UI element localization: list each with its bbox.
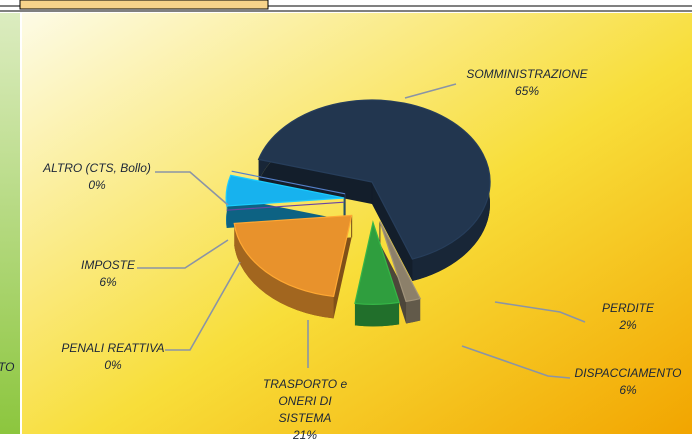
category-label: TRASPORTO e ONERI DI SISTEMA bbox=[262, 377, 348, 425]
data-label: ALTRO (CTS, Bollo) 0% bbox=[27, 160, 167, 194]
slice-side bbox=[234, 223, 334, 319]
data-label: PENALI REATTIVA 0% bbox=[43, 340, 183, 374]
slice bbox=[379, 221, 422, 303]
category-label: SOMMINISTRAZIONE bbox=[466, 67, 588, 81]
leader-line bbox=[137, 239, 229, 269]
leader-line bbox=[155, 171, 229, 206]
category-label: PERDITE bbox=[601, 301, 654, 315]
chart bbox=[0, 0, 692, 434]
data-label: SOMMINISTRAZIONE 65% bbox=[427, 66, 627, 100]
top-cell bbox=[19, 0, 269, 10]
leader-lines bbox=[137, 83, 586, 379]
slice bbox=[231, 170, 346, 195]
category-label: DISPACCIAMENTO bbox=[574, 366, 682, 380]
leader-line bbox=[165, 261, 241, 351]
data-label: IMPOSTE 6% bbox=[48, 257, 168, 291]
left-panel bbox=[0, 13, 20, 434]
leader-line bbox=[404, 83, 457, 99]
value-label: 0% bbox=[88, 178, 106, 192]
slice bbox=[354, 220, 400, 305]
category-label: ALTRO (CTS, Bollo) bbox=[43, 161, 151, 175]
plot-area bbox=[22, 13, 692, 434]
slice bbox=[225, 174, 345, 207]
value-label: 2% bbox=[619, 318, 637, 332]
value-label: 65% bbox=[514, 84, 540, 98]
slice bbox=[233, 214, 353, 298]
category-label: IMPOSTE bbox=[80, 258, 135, 272]
slice bbox=[226, 201, 345, 211]
slice bbox=[257, 99, 491, 260]
value-label: 21% bbox=[292, 428, 318, 442]
pie bbox=[225, 99, 491, 327]
side-text: TO bbox=[0, 360, 15, 374]
leader-line bbox=[461, 345, 571, 379]
slice-side bbox=[354, 302, 400, 327]
data-label: PERDITE 2% bbox=[578, 300, 678, 334]
slice-side bbox=[406, 298, 421, 324]
value-label: 6% bbox=[619, 383, 637, 397]
value-label: 6% bbox=[99, 275, 117, 289]
data-label: TRASPORTO e ONERI DI SISTEMA 21% bbox=[243, 376, 368, 444]
category-label: PENALI REATTIVA bbox=[61, 341, 165, 355]
value-label: 0% bbox=[104, 358, 122, 372]
data-label: DISPACCIAMENTO 6% bbox=[558, 365, 692, 399]
leader-line bbox=[494, 301, 586, 323]
